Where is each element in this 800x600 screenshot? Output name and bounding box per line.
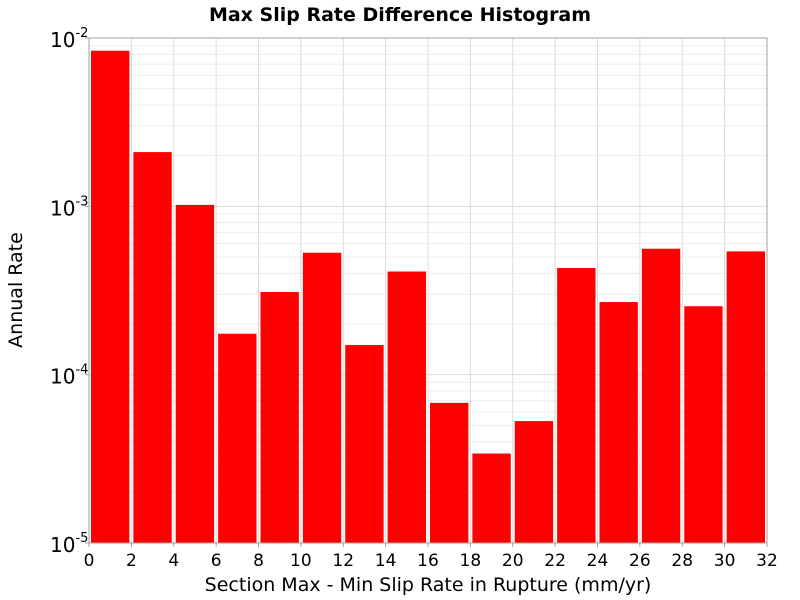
histogram-bar [133,152,172,543]
x-tick-label: 30 [714,551,736,571]
histogram-bar [430,402,469,543]
histogram-bar [641,248,681,543]
histogram-bar [302,252,342,544]
histogram-bar [260,291,299,543]
y-tick-label: 10-4 [50,363,88,389]
y-tick-label: 10-3 [50,194,88,220]
histogram-bar [557,268,596,543]
histogram-bar [726,251,765,544]
y-tick-label: 10-5 [50,531,88,557]
x-tick-label: 22 [544,551,566,571]
histogram-bar [684,306,723,543]
x-tick-label: 2 [126,551,137,571]
x-tick-label: 32 [756,551,778,571]
histogram-bar [91,50,130,544]
x-tick-label: 6 [211,551,222,571]
x-tick-label: 12 [332,551,354,571]
histogram-bar [514,421,554,543]
bars-group [91,50,765,544]
histogram-bar [599,302,638,543]
x-tick-label: 8 [253,551,264,571]
x-tick-label: 16 [417,551,439,571]
histogram-bar [175,204,215,544]
histogram-bar [218,333,257,543]
x-tick-label: 0 [84,551,95,571]
histogram-bar [345,345,384,543]
histogram-bar [387,271,426,543]
x-tick-label: 24 [587,551,609,571]
histogram-bar [472,453,511,543]
chart-title: Max Slip Rate Difference Histogram [209,4,591,26]
x-tick-label: 4 [168,551,179,571]
y-axis-label: Annual Rate [5,232,27,348]
x-axis-label: Section Max - Min Slip Rate in Rupture (… [205,574,652,596]
x-tick-label: 20 [502,551,524,571]
x-tick-label: 10 [290,551,312,571]
y-axis-ticks: 10-2 10-3 10-4 10-5 [50,26,89,557]
x-tick-label: 14 [375,551,397,571]
x-axis-ticks: 0 2 4 6 8 10 12 14 16 18 20 22 24 26 28 30 32 [84,543,778,571]
x-tick-label: 18 [460,551,482,571]
y-tick-label: 10-2 [50,26,88,52]
x-tick-label: 26 [629,551,651,571]
x-tick-label: 28 [671,551,693,571]
